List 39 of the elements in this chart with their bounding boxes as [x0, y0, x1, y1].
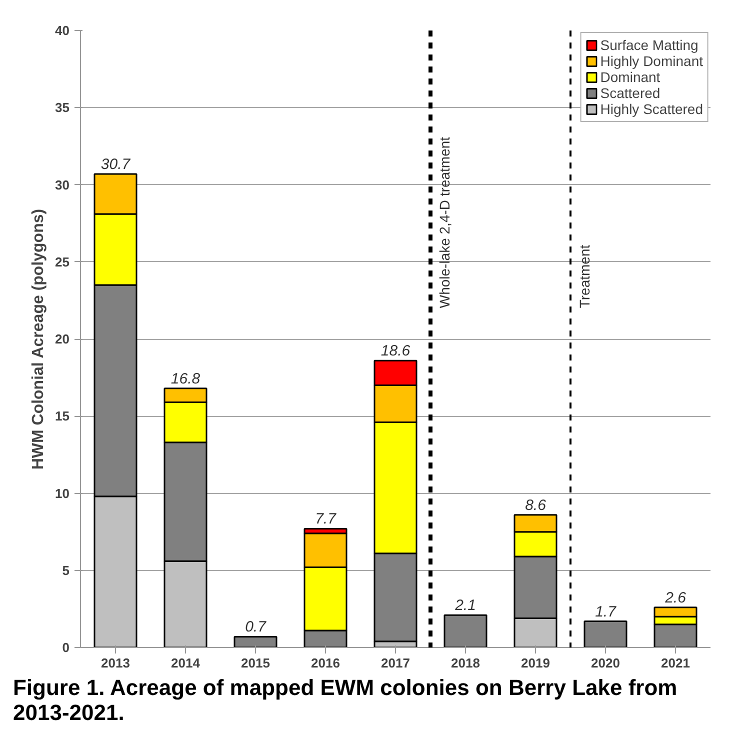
legend-label: Highly Dominant	[600, 53, 703, 69]
y-tick-label: 20	[55, 332, 70, 346]
y-tick-label: 35	[55, 100, 70, 116]
x-tick-label: 2019	[521, 656, 550, 670]
total-label: 30.7	[100, 156, 131, 173]
bar	[234, 636, 278, 648]
ref-line-label: Whole-lake 2,4-D treatment	[436, 136, 452, 308]
legend-label: Dominant	[600, 69, 660, 85]
legend-label: Highly Scattered	[600, 101, 703, 117]
y-axis-title: HWM Colonial Acreage (polygons)	[30, 208, 48, 470]
legend-label: Surface Matting	[600, 37, 698, 53]
x-tick-label: 2014	[171, 656, 201, 670]
bar	[444, 614, 488, 648]
y-tick-label: 25	[55, 254, 70, 270]
total-label: 7.7	[315, 510, 337, 528]
bar	[584, 620, 628, 648]
y-tick-label: 5	[62, 562, 70, 578]
x-tick-label: 2016	[311, 656, 340, 670]
ref-line-label: Treatment	[576, 244, 592, 308]
y-tick-label: 40	[55, 23, 70, 38]
total-label: 16.8	[170, 370, 201, 388]
total-label: 2.6	[664, 589, 687, 606]
y-tick-label: 30	[55, 177, 70, 192]
total-label: 1.7	[595, 603, 617, 620]
x-tick-label: 2015	[241, 656, 270, 670]
y-tick-label: 15	[55, 408, 70, 424]
total-label: 2.1	[454, 597, 476, 614]
caption: Figure 1. Acreage of mapped EWM colonies on Berry Lake from 2013-2021.	[13, 675, 678, 726]
x-tick-label: 2013	[101, 656, 130, 670]
total-label: 8.6	[525, 496, 547, 514]
total-label: 0.7	[245, 618, 267, 636]
y-tick-label: 0	[62, 640, 70, 655]
x-tick-label: 2021	[661, 656, 690, 670]
x-tick-label: 2017	[381, 656, 410, 670]
total-label: 18.6	[380, 342, 411, 360]
y-tick-label: 10	[55, 486, 70, 501]
legend-label: Scattered	[600, 85, 660, 101]
x-tick-label: 2020	[591, 656, 620, 670]
x-tick-label: 2018	[451, 656, 480, 670]
